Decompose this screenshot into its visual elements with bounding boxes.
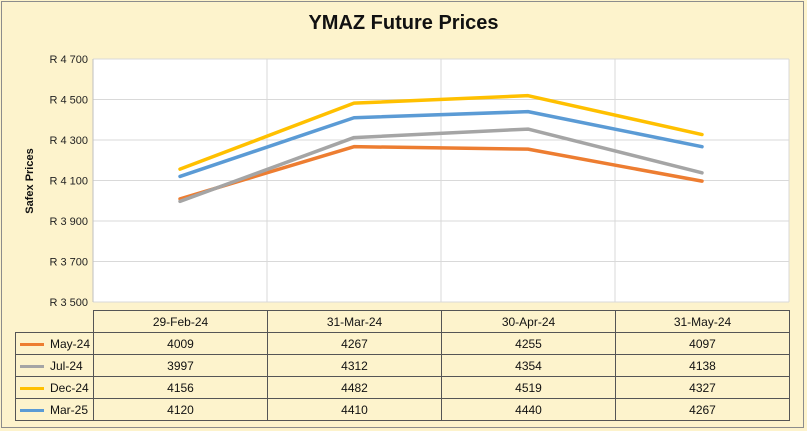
table-row: Mar-25 4120 4410 4440 4267 — [15, 398, 790, 421]
chart-title: YMAZ Future Prices — [308, 12, 499, 34]
y-tick-label: R 3 500 — [49, 297, 88, 309]
gridlines — [92, 58, 790, 303]
table-cell: 4312 — [267, 354, 442, 377]
series-line-mar-25 — [178, 109, 704, 179]
series-name: Dec-24 — [50, 380, 89, 395]
y-tick-label: R 4 300 — [49, 135, 88, 147]
y-tick-label: R 4 500 — [49, 95, 88, 107]
table-cell: 4097 — [615, 332, 790, 355]
data-table: 29-Feb-24 31-Mar-24 30-Apr-24 31-May-24 … — [15, 310, 790, 421]
series-label: Jul-24 — [15, 354, 94, 377]
column-header: 31-May-24 — [615, 310, 790, 333]
column-header: 31-Mar-24 — [267, 310, 442, 333]
y-tick-label: R 3 900 — [49, 216, 88, 228]
series-name: Jul-24 — [50, 358, 83, 373]
table-cell: 4267 — [615, 398, 790, 421]
table-cell: 4009 — [93, 332, 268, 355]
table-row: Dec-24 4156 4482 4519 4327 — [15, 376, 790, 399]
y-tick-label: R 3 700 — [49, 257, 88, 269]
legend-key — [20, 342, 44, 346]
table-cell: 4440 — [441, 398, 616, 421]
column-header: 30-Apr-24 — [441, 310, 616, 333]
series-line-jul-24 — [178, 127, 704, 204]
table-cell: 4354 — [441, 354, 616, 377]
table-cell: 4327 — [615, 376, 790, 399]
y-tick-label: R 4 100 — [49, 176, 88, 188]
legend-key — [20, 364, 44, 368]
table-row: Jul-24 3997 4312 4354 4138 — [15, 354, 790, 377]
column-header: 29-Feb-24 — [93, 310, 268, 333]
legend-key — [20, 386, 44, 390]
table-cell: 3997 — [93, 354, 268, 377]
series-line-may-24 — [178, 144, 704, 201]
y-tick-labels: R 4 700 R 4 500 R 4 300 R 4 100 R 3 900 R 3 7… — [49, 54, 88, 309]
series-label: Mar-25 — [15, 398, 94, 421]
series-name: May-24 — [50, 336, 91, 351]
y-tick-label: R 4 700 — [49, 54, 88, 66]
table-cell: 4156 — [93, 376, 268, 399]
table-cell: 4410 — [267, 398, 442, 421]
table-row: May-24 4009 4267 4255 4097 — [15, 332, 790, 355]
table-cell: 4267 — [267, 332, 442, 355]
table-header-row: 29-Feb-24 31-Mar-24 30-Apr-24 31-May-24 — [15, 310, 790, 333]
table-cell: 4255 — [441, 332, 616, 355]
series-line-dec-24 — [178, 93, 704, 171]
series-label: May-24 — [15, 332, 94, 355]
series-label: Dec-24 — [15, 376, 94, 399]
table-corner — [15, 310, 94, 333]
table-cell: 4519 — [441, 376, 616, 399]
table-cell: 4138 — [615, 354, 790, 377]
legend-key — [20, 408, 44, 412]
series-lines — [178, 93, 704, 204]
table-cell: 4482 — [267, 376, 442, 399]
table-cell: 4120 — [93, 398, 268, 421]
series-name: Mar-25 — [50, 402, 89, 417]
